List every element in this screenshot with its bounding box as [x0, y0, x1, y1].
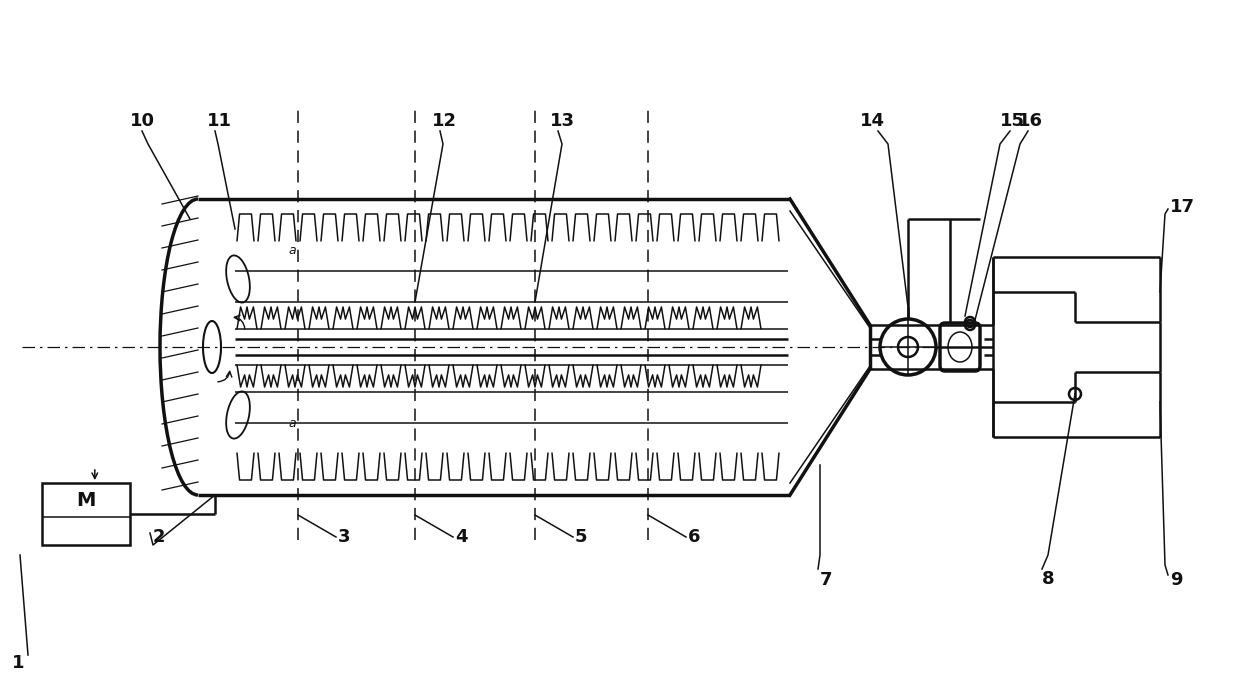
Text: 1: 1 [12, 654, 25, 672]
FancyBboxPatch shape [940, 323, 980, 371]
Text: M: M [77, 491, 95, 510]
Text: 6: 6 [688, 528, 701, 546]
Text: 2: 2 [153, 528, 165, 546]
Bar [42, 483, 130, 545]
Text: 3: 3 [339, 528, 351, 546]
Text: 17: 17 [1171, 198, 1195, 216]
Text: 7: 7 [820, 571, 832, 589]
Text: 15: 15 [999, 112, 1025, 130]
Text: 5: 5 [575, 528, 588, 546]
Text: a: a [288, 417, 295, 430]
Text: a: a [288, 244, 295, 257]
Text: 16: 16 [1018, 112, 1043, 130]
Text: 12: 12 [432, 112, 458, 130]
Text: 10: 10 [130, 112, 155, 130]
Text: 9: 9 [1171, 571, 1183, 589]
Text: 14: 14 [861, 112, 885, 130]
Text: 11: 11 [207, 112, 232, 130]
Text: 8: 8 [1042, 570, 1055, 588]
Text: 13: 13 [551, 112, 575, 130]
Text: 4: 4 [455, 528, 467, 546]
